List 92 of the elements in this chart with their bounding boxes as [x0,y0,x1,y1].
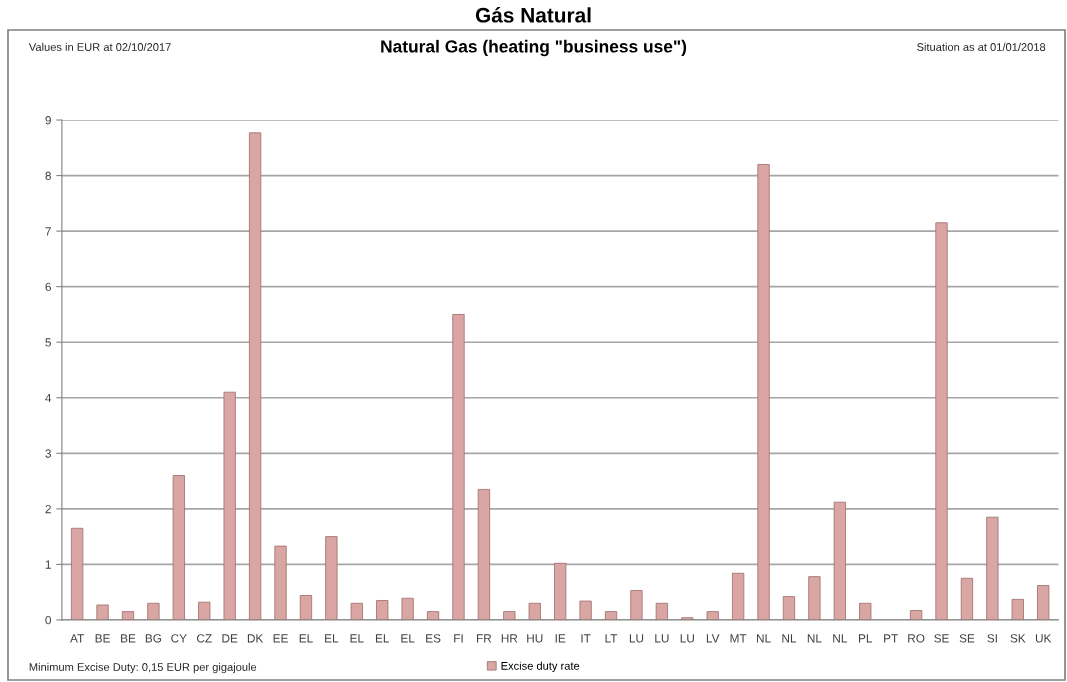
bar [325,536,338,620]
x-tick-label: CY [171,634,187,643]
x-tick-label: LT [605,634,618,643]
x-tick-label: LU [680,634,694,643]
bar [579,600,592,620]
bar [1011,598,1024,620]
x-tick-label: IE [555,634,566,643]
x-tick-label: AT [70,634,84,643]
bar [147,602,160,620]
bar [833,501,846,620]
x-tick-label: BE [95,634,110,643]
bar [121,611,135,620]
x-tick-label: EL [375,634,390,643]
x-tick-label: RO [908,634,925,643]
bar [248,132,262,620]
x-tick-label: LV [706,634,720,643]
x-tick-label: NL [756,634,771,643]
bar [477,488,491,620]
x-tick-label: CZ [196,634,212,643]
bar [655,602,669,620]
bar [986,516,999,620]
x-tick-label: FR [477,634,492,643]
y-tick-label: 6 [45,282,51,292]
bar [71,527,84,620]
bar [782,596,796,620]
bar [909,610,923,620]
bar [401,597,414,620]
x-tick-label: NL [833,634,847,643]
text: Situation as at 01/01/2018 [917,42,1046,51]
legend-label: Excise duty rate [501,661,580,672]
y-tick-label: 7 [45,227,51,236]
x-tick-label: SE [934,634,949,643]
bar [732,572,745,620]
x-tick-label: UK [1035,634,1052,643]
bar [503,611,516,620]
bar [426,611,440,620]
x-tick-label: EL [299,634,313,643]
bar [859,602,872,620]
y-tick-label: 8 [45,171,51,180]
bar [452,314,465,620]
x-tick-label: MT [730,634,747,643]
bar [1037,585,1050,620]
bar [935,222,948,620]
x-tick-label: BG [145,634,162,643]
bar [706,611,719,620]
chart-title: Gás Natural [475,7,591,23]
bar [350,602,363,620]
chart-subtitle: Natural Gas (heating "business use") [381,39,687,57]
bar [198,601,211,620]
bar [960,577,974,620]
bar [299,595,313,620]
x-tick-label: NL [807,634,822,643]
x-tick-label: EE [273,634,288,643]
x-tick-label: HR [501,634,518,643]
x-tick-label: FI [454,634,463,643]
y-tick-label: 2 [45,504,51,514]
x-tick-label: EL [401,634,415,643]
x-tick-label: HU [527,634,543,643]
x-tick-label: IT [581,634,591,643]
x-tick-label: PT [884,634,898,643]
text: Values in EUR at 02/10/2017 [28,42,171,51]
x-tick-label: LU [629,634,644,643]
bar [528,602,541,620]
x-tick-label: LU [655,634,669,643]
x-tick-label: DE [222,634,238,643]
y-tick-label: 4 [45,393,52,403]
bar [274,545,287,620]
bar [757,164,770,620]
bar [223,391,236,620]
x-tick-label: ES [426,634,441,643]
x-tick-label: EL [325,634,339,643]
x-tick-label: SI [987,634,997,643]
y-tick-label: 5 [45,338,51,347]
bar [808,576,821,620]
bar [96,604,109,620]
x-tick-label: PL [859,634,873,643]
bar [554,562,567,620]
y-tick-label: 1 [45,560,51,569]
y-tick-label: 9 [45,116,51,125]
x-tick-label: SE [959,634,975,643]
bar [630,590,643,620]
x-tick-label: EL [350,634,364,643]
x-tick-label: SK [1010,634,1026,643]
x-tick-label: NL [782,634,797,643]
bar [376,600,389,620]
y-tick-label: 0 [45,615,52,625]
x-tick-label: DK [247,634,264,643]
text: Minimum Excise Duty: 0,15 EUR per gigajoule [29,662,257,674]
y-tick-label: 3 [45,449,51,458]
bar [172,475,185,620]
x-tick-label: BE [121,634,136,643]
bar [604,611,618,620]
